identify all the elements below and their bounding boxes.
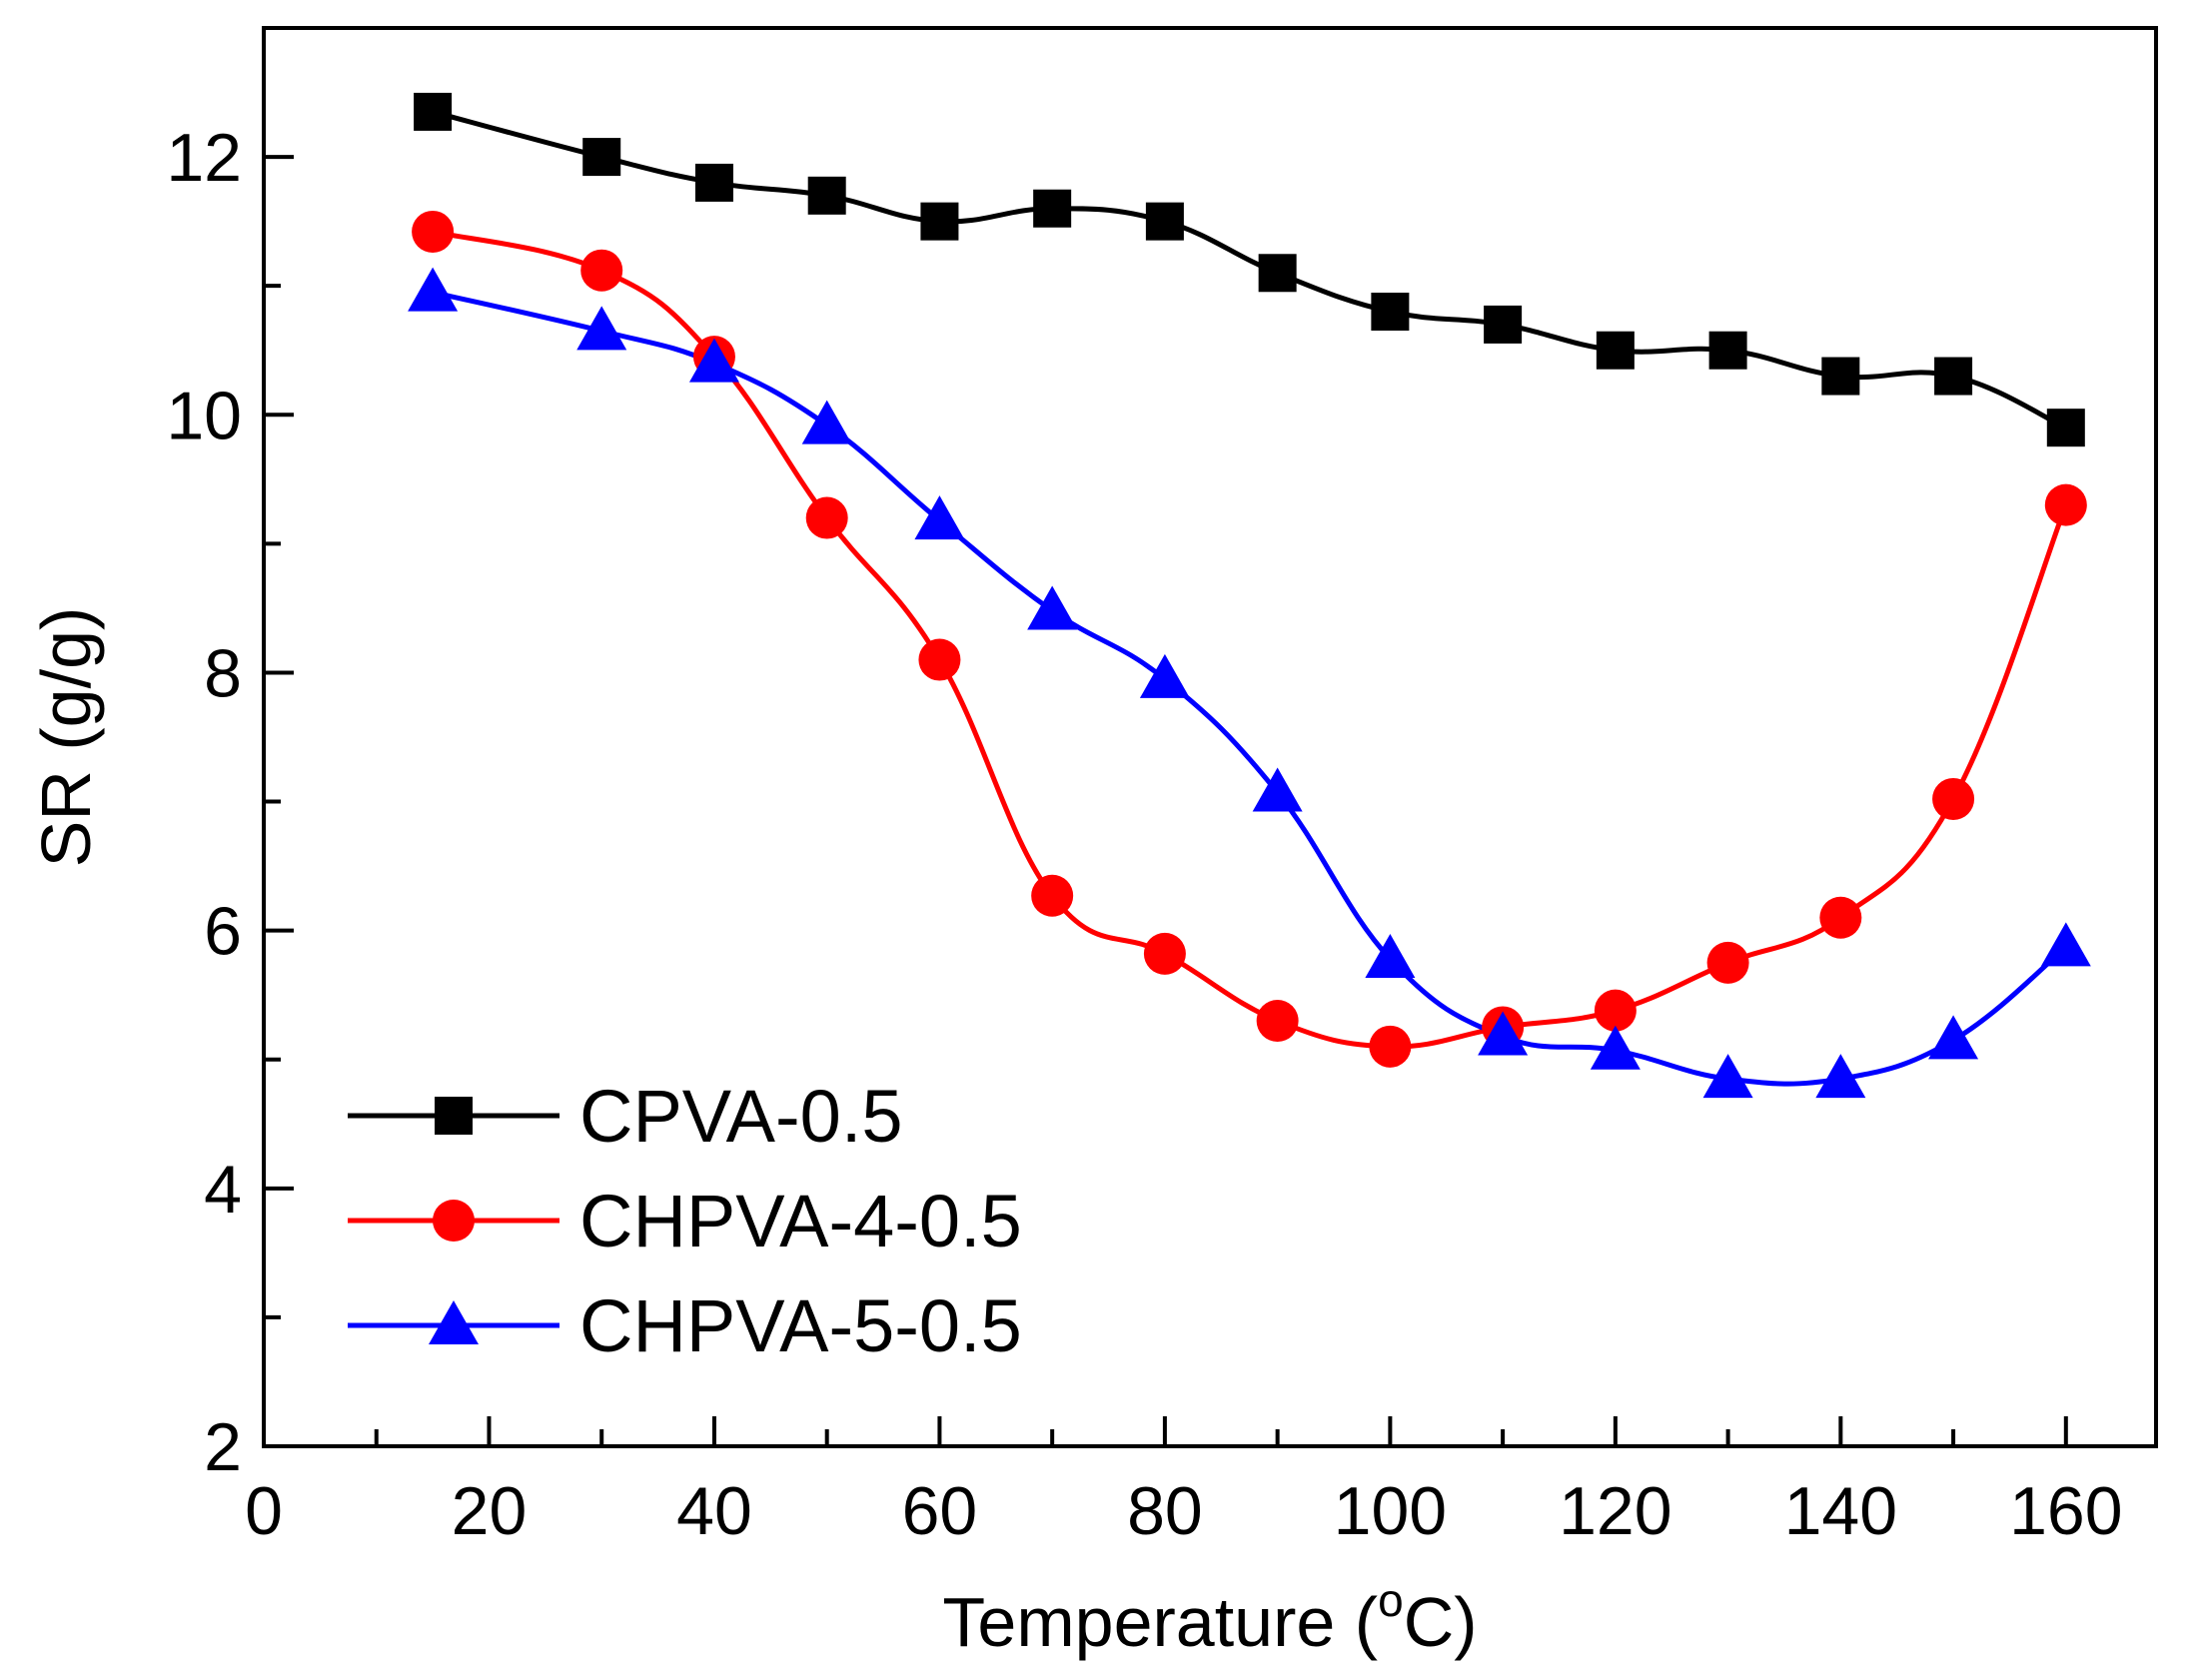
plot-frame [262,26,2158,1448]
data-point-cpva-0-5 [920,202,959,241]
data-point-chpva-4-0-5 [412,210,455,253]
data-point-chpva-4-0-5 [2044,483,2087,526]
data-point-cpva-0-5 [694,163,733,202]
x-tick-label: 100 [1334,1473,1447,1549]
data-point-cpva-0-5 [1371,293,1410,331]
data-point-chpva-5-0-5 [1365,934,1416,979]
series-lines [432,109,2069,1087]
data-point-chpva-5-0-5 [1252,767,1303,812]
legend: CPVA-0.5 CHPVA-4-0.5 CHPVA-5-0.5 [348,1075,1022,1367]
x-tick-label: 0 [245,1473,283,1549]
x-tick-label: 80 [1127,1473,1203,1549]
series-markers [408,92,2091,1099]
data-point-chpva-4-0-5 [1932,777,1975,820]
data-point-chpva-5-0-5 [2040,922,2091,967]
y-tick-label: 8 [204,635,242,711]
y-tick-label: 10 [166,378,242,453]
data-point-cpva-0-5 [1145,202,1184,241]
x-tick-label: 20 [452,1473,528,1549]
x-tick-label: 60 [902,1473,978,1549]
data-point-chpva-4-0-5 [1031,874,1074,917]
data-point-chpva-5-0-5 [1928,1015,1979,1060]
data-point-cpva-0-5 [1821,357,1860,396]
data-point-chpva-5-0-5 [1815,1054,1866,1099]
data-point-chpva-4-0-5 [1256,1000,1299,1042]
legend-label-chpva-4-0-5: CHPVA-4-0.5 [579,1180,1022,1262]
data-point-chpva-4-0-5 [1143,932,1186,975]
x-tick-label: 140 [1784,1473,1897,1549]
data-point-chpva-4-0-5 [1706,941,1749,984]
data-point-chpva-4-0-5 [805,496,848,539]
x-tick-label: 40 [676,1473,752,1549]
data-point-chpva-5-0-5 [408,267,459,312]
y-tick-label: 4 [204,1152,242,1228]
series-line-chpva-5-0-5 [432,290,2068,1087]
data-point-chpva-4-0-5 [918,638,961,681]
y-tick-label: 2 [204,1409,242,1485]
data-point-chpva-5-0-5 [1590,1025,1641,1070]
data-point-chpva-4-0-5 [1369,1025,1412,1068]
x-axis-label: Temperature (oC) [942,1574,1477,1661]
y-tick-label: 12 [166,120,242,196]
data-point-cpva-0-5 [2046,409,2085,447]
data-point-cpva-0-5 [1484,305,1523,344]
data-point-chpva-5-0-5 [576,306,627,351]
data-point-cpva-0-5 [582,138,621,177]
axis-ticks [262,155,2068,1448]
y-axis-label: SR (g/g) [27,607,105,868]
x-tick-label: 120 [1559,1473,1671,1549]
data-point-cpva-0-5 [1596,331,1635,370]
x-axis-label-degree: o [1378,1574,1404,1626]
data-point-cpva-0-5 [1934,357,1973,396]
legend-label-chpva-5-0-5: CHPVA-5-0.5 [579,1284,1022,1367]
data-point-chpva-4-0-5 [1594,989,1637,1032]
x-axis-label-main: Temperature ( [942,1583,1378,1661]
series-line-cpva-0-5 [432,109,2067,430]
data-point-chpva-5-0-5 [1139,653,1190,698]
data-point-cpva-0-5 [414,92,453,131]
x-axis-label-unit: C) [1404,1583,1478,1661]
y-tick-label: 6 [204,894,242,970]
data-point-chpva-5-0-5 [914,495,965,540]
legend-label-cpva-0-5: CPVA-0.5 [579,1075,903,1158]
x-tick-label: 160 [2009,1473,2122,1549]
legend-marker-cpva-0-5 [435,1097,473,1135]
legend-marker-chpva-4-0-5 [433,1200,475,1242]
data-point-cpva-0-5 [1258,254,1297,293]
data-point-chpva-4-0-5 [1819,896,1862,939]
data-point-cpva-0-5 [1708,331,1747,370]
data-point-chpva-5-0-5 [1478,1011,1529,1056]
data-point-chpva-5-0-5 [1702,1054,1753,1099]
axis-tick-labels: 0 20 40 60 80 100 120 140 160 2 4 6 8 10 12 [166,120,2122,1549]
data-point-chpva-4-0-5 [580,249,623,292]
data-point-chpva-5-0-5 [801,400,852,444]
data-point-cpva-0-5 [807,176,846,215]
data-point-chpva-5-0-5 [688,338,739,383]
data-point-chpva-5-0-5 [1027,585,1078,630]
data-point-cpva-0-5 [1033,189,1072,228]
legend-marker-chpva-5-0-5 [429,1300,479,1344]
